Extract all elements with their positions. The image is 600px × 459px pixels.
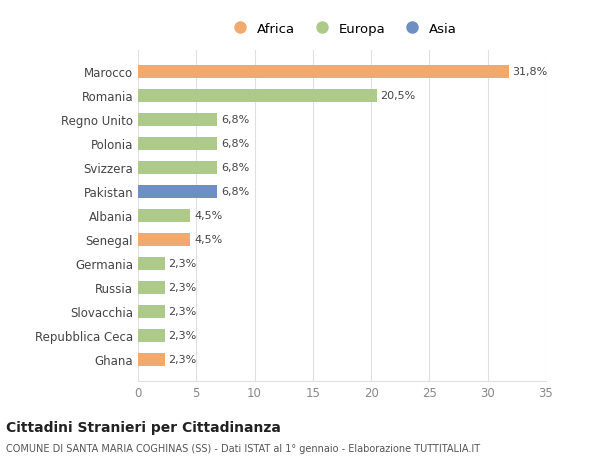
Bar (138, 257, 165, 270)
Text: 2,3%: 2,3% (169, 307, 197, 316)
Text: 4,5%: 4,5% (194, 235, 222, 245)
Text: 20,5%: 20,5% (380, 91, 416, 101)
Bar (138, 329, 165, 342)
Bar (138, 209, 190, 222)
Bar (138, 66, 509, 78)
Bar (138, 305, 165, 318)
Text: COMUNE DI SANTA MARIA COGHINAS (SS) - Dati ISTAT al 1° gennaio - Elaborazione TU: COMUNE DI SANTA MARIA COGHINAS (SS) - Da… (6, 443, 480, 453)
Bar (138, 233, 190, 246)
Bar (138, 281, 165, 294)
Bar (138, 353, 165, 366)
Text: 2,3%: 2,3% (169, 354, 197, 364)
Text: 6,8%: 6,8% (221, 139, 249, 149)
Text: 2,3%: 2,3% (169, 330, 197, 341)
Text: 6,8%: 6,8% (221, 163, 249, 173)
Text: 31,8%: 31,8% (512, 67, 547, 77)
Text: 2,3%: 2,3% (169, 283, 197, 292)
Bar (138, 185, 217, 198)
Text: 4,5%: 4,5% (194, 211, 222, 221)
Text: 2,3%: 2,3% (169, 258, 197, 269)
Text: Cittadini Stranieri per Cittadinanza: Cittadini Stranieri per Cittadinanza (6, 420, 281, 434)
Text: 6,8%: 6,8% (221, 115, 249, 125)
Bar (138, 90, 377, 103)
Bar (138, 161, 217, 174)
Text: 6,8%: 6,8% (221, 187, 249, 197)
Bar (138, 137, 217, 151)
Bar (138, 113, 217, 127)
Legend: Africa, Europa, Asia: Africa, Europa, Asia (221, 17, 463, 41)
